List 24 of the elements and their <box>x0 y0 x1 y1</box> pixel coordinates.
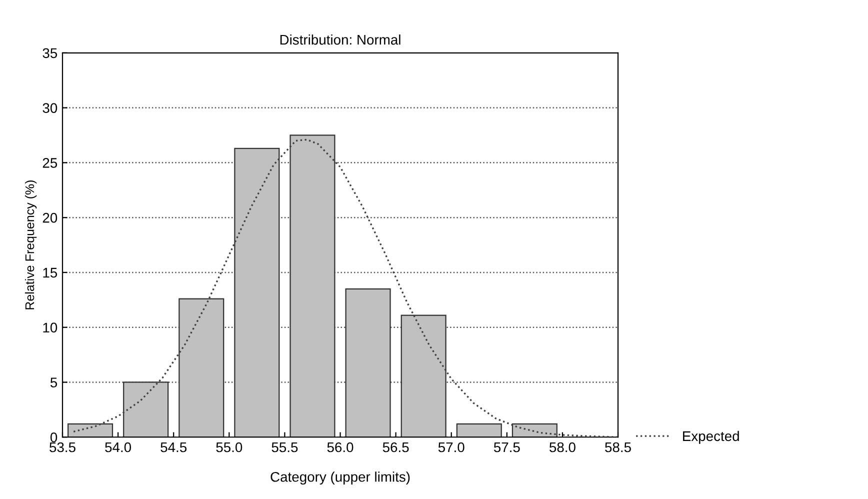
y-axis-title: Relative Frequency (%) <box>24 180 37 310</box>
y-tick-label: 15 <box>43 268 58 278</box>
x-tick-label: 54.0 <box>105 442 132 452</box>
x-tick-label: 56.5 <box>382 442 409 452</box>
x-tick-label: 57.0 <box>438 442 464 452</box>
x-tick-label: 58.5 <box>605 442 631 452</box>
line-series <box>72 138 618 438</box>
x-tick-label: 58.0 <box>550 442 576 452</box>
x-tick-label: 55.0 <box>216 442 242 452</box>
y-tick-label: 5 <box>50 378 58 388</box>
x-tick-label: 56.0 <box>327 442 354 452</box>
x-tick-label: 53.5 <box>50 442 76 452</box>
legend-label: Expected <box>683 430 739 444</box>
x-tick-label: 54.5 <box>160 442 187 452</box>
y-tick-label: 20 <box>42 212 58 223</box>
y-tick-label: 30 <box>42 103 58 113</box>
x-tick-label: 55.5 <box>272 442 298 452</box>
y-tick-label: 10 <box>43 322 58 333</box>
x-tick-label: 57.5 <box>494 442 520 452</box>
y-tick-label: 35 <box>42 48 58 58</box>
chart-title: Distribution: Normal <box>280 34 400 45</box>
x-axis-title: Category (upper limits) <box>270 472 410 485</box>
y-tick-label: 25 <box>42 158 58 168</box>
y-tick-label: 0 <box>50 432 58 442</box>
